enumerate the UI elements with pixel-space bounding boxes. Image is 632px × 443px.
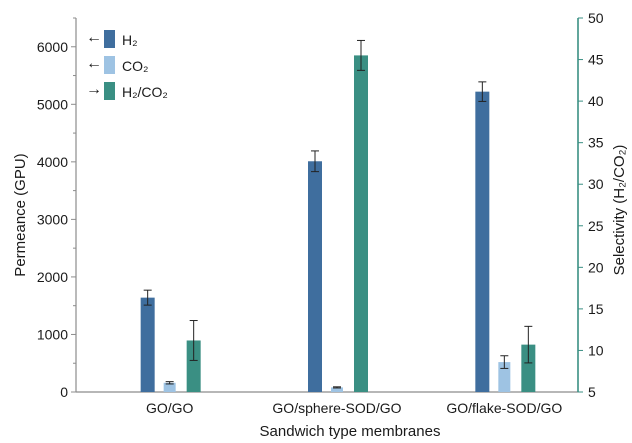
y-right-tick-label: 5 (588, 384, 596, 400)
legend-label: CO₂ (122, 58, 148, 74)
bar (186, 340, 201, 392)
bar (140, 297, 155, 392)
y-axis-left-title: Permeance (GPU) (12, 153, 29, 276)
legend-swatch (104, 30, 115, 48)
legend-arrow-icon: ← (86, 55, 102, 72)
y-right-tick-label: 40 (588, 93, 604, 109)
bar (331, 387, 343, 392)
y-right-tick-label: 50 (588, 10, 604, 26)
legend-label: H₂ (122, 32, 138, 48)
legend-label: H₂/CO₂ (122, 84, 168, 100)
y-left-tick-label: 6000 (37, 39, 68, 55)
y-right-tick-label: 30 (588, 176, 604, 192)
y-left-tick-label: 1000 (37, 326, 68, 342)
bar (163, 382, 176, 392)
bars (140, 55, 536, 393)
legend-swatch (104, 82, 115, 100)
y-right-tick-label: 25 (588, 218, 604, 234)
y-left-tick-label: 2000 (37, 269, 68, 285)
bar (354, 55, 368, 393)
legend: ← H₂ ← CO₂ → H₂/CO₂ (86, 29, 168, 100)
x-tick-label: GO/sphere-SOD/GO (272, 400, 401, 416)
legend-arrow-icon: ← (86, 29, 102, 46)
y-left-tick-label: 3000 (37, 211, 68, 227)
y-right-tick-label: 20 (588, 259, 604, 275)
error-bars (143, 39, 533, 389)
bar (308, 161, 322, 392)
y-left-tick-label: 5000 (37, 96, 68, 112)
y-left-tick-label: 0 (60, 384, 68, 400)
legend-swatch (104, 56, 115, 74)
y-right-tick-label: 10 (588, 342, 604, 358)
bar (498, 362, 511, 392)
legend-arrow-icon: → (86, 81, 102, 98)
axes: 0 1000 2000 3000 4000 5000 6000 5 10 15 20 25 30 35 40… (37, 10, 604, 416)
bar (521, 344, 536, 392)
y-right-tick-label: 15 (588, 301, 604, 317)
y-axis-right-title: Selectivity (H₂/CO₂) (611, 145, 628, 276)
x-tick-label: GO/GO (146, 400, 194, 416)
bar (475, 91, 490, 392)
x-tick-label: GO/flake-SOD/GO (446, 400, 562, 416)
y-left-tick-label: 4000 (37, 154, 68, 170)
y-right-tick-label: 35 (588, 135, 604, 151)
x-axis-title: Sandwich type membranes (260, 423, 441, 440)
y-right-tick-label: 45 (588, 52, 604, 68)
